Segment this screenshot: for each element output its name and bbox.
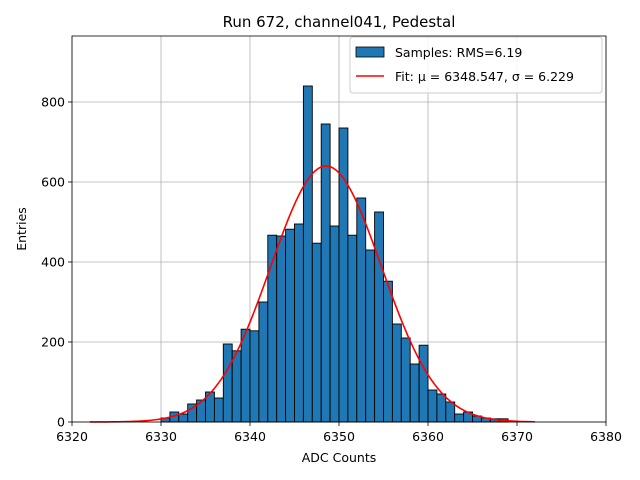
y-tick-label: 400 (41, 255, 65, 270)
legend: Samples: RMS=6.19 Fit: μ = 6348.547, σ =… (349, 36, 603, 94)
histogram-bar (356, 197, 367, 423)
x-tick-label: 6350 (323, 429, 355, 444)
x-axis-label: ADC Counts (302, 450, 377, 465)
histogram-bar (213, 397, 224, 423)
histogram-bar (276, 235, 287, 423)
legend-samples-swatch (355, 46, 385, 58)
legend-box (349, 36, 603, 94)
histogram-bar (178, 413, 189, 423)
histogram-bar (427, 389, 438, 423)
histogram-bars (160, 85, 509, 423)
y-tick-label: 0 (57, 415, 65, 430)
histogram-bar (383, 280, 393, 423)
x-tick-label: 6340 (234, 429, 266, 444)
histogram-bar (222, 343, 233, 423)
histogram-bar (338, 127, 349, 423)
y-tick-label: 800 (41, 95, 65, 110)
y-axis: 0 200 400 600 800 (41, 95, 72, 430)
y-tick-label: 600 (41, 175, 65, 190)
histogram-bar (445, 401, 456, 423)
histogram-bar (365, 249, 376, 423)
histogram-bar (231, 350, 242, 423)
x-tick-label: 6330 (145, 429, 177, 444)
y-axis-label: Entries (14, 207, 29, 251)
x-tick-label: 6370 (501, 429, 533, 444)
histogram-bar (311, 242, 322, 423)
x-tick-label: 6380 (590, 429, 622, 444)
x-axis: 6320 6330 6340 6350 6360 6370 6380 (56, 422, 622, 444)
x-tick-label: 6360 (412, 429, 444, 444)
histogram-bar (347, 234, 358, 423)
histogram-bar (374, 211, 384, 423)
histogram-bar (454, 413, 465, 423)
legend-fit-sigma: σ = 6.229 (512, 69, 574, 84)
histogram-bar (400, 337, 411, 423)
histogram-bar (409, 363, 420, 423)
legend-fit-prefix: Fit: (395, 69, 418, 84)
histogram-bar (294, 223, 304, 423)
histogram-bar (249, 330, 260, 423)
legend-fit-separator: , (504, 69, 512, 84)
histogram-bar (320, 123, 331, 423)
legend-fit-mu: μ = 6348.547 (418, 69, 504, 84)
legend-samples-label: Samples: RMS=6.19 (395, 45, 522, 60)
histogram-bar (240, 328, 251, 423)
histogram-bar (302, 85, 313, 423)
legend-fit-label: Fit: μ = 6348.547, σ = 6.229 (395, 69, 574, 84)
histogram-bar (258, 301, 269, 423)
x-tick-label: 6320 (56, 429, 88, 444)
chart-title: Run 672, channel041, Pedestal (223, 13, 456, 31)
y-tick-label: 200 (41, 335, 65, 350)
histogram-bar (418, 344, 429, 423)
histogram-bar (285, 228, 295, 423)
histogram-bar (391, 323, 402, 423)
histogram-bar (329, 225, 340, 423)
histogram-bar (436, 393, 447, 423)
fit-curve (89, 165, 535, 423)
